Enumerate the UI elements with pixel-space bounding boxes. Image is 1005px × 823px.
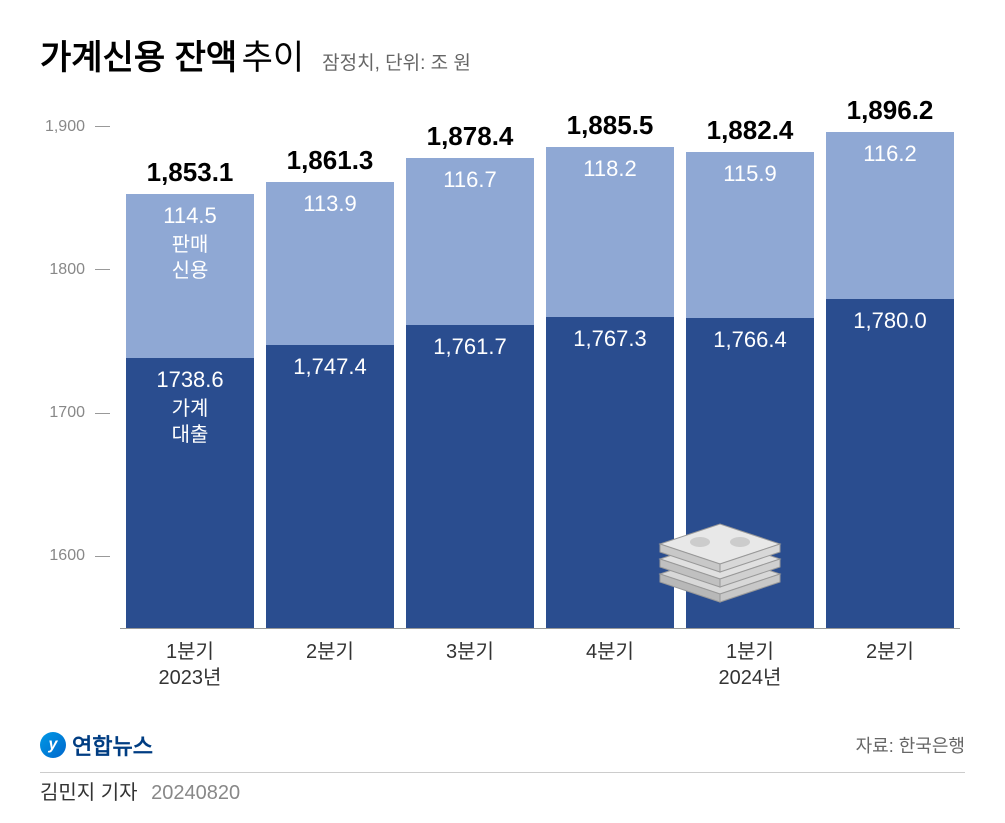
x-axis-label: 3분기 bbox=[406, 639, 534, 691]
y-tick-mark bbox=[95, 556, 110, 557]
segment-label: 판매 신용 bbox=[172, 232, 209, 284]
money-stack-icon bbox=[650, 504, 790, 604]
bar-segment-top: 116.2 bbox=[826, 132, 954, 298]
bar-segment-bottom: 1,780.0 bbox=[826, 299, 954, 628]
y-tick: 1700 bbox=[40, 404, 100, 422]
publish-date: 20240820 bbox=[151, 782, 240, 804]
y-tick-mark bbox=[95, 126, 110, 127]
bar-group: 1,861.3 113.9 1,747.4 bbox=[266, 145, 394, 628]
bar-stack: 116.7 1,761.7 bbox=[406, 158, 534, 628]
y-tick-label: 1700 bbox=[40, 404, 85, 422]
data-source: 자료: 한국은행 bbox=[856, 732, 965, 758]
x-axis-label: 2분기 bbox=[266, 639, 394, 691]
segment-value: 116.7 bbox=[443, 166, 496, 195]
bar-group: 1,853.1114.5판매 신용1738.6가계 대출 bbox=[126, 157, 254, 628]
segment-value: 1738.6 bbox=[156, 366, 223, 395]
chart-subtitle: 잠정치, 단위: 조 원 bbox=[322, 48, 471, 75]
bar-segment-top: 116.7 bbox=[406, 158, 534, 325]
bar-segment-bottom: 1,747.4 bbox=[266, 345, 394, 628]
segment-value: 1,766.4 bbox=[713, 326, 786, 355]
bar-stack: 114.5판매 신용1738.6가계 대출 bbox=[126, 194, 254, 628]
y-tick-mark bbox=[95, 269, 110, 270]
y-tick: 1800 bbox=[40, 261, 100, 279]
segment-label: 가계 대출 bbox=[172, 396, 209, 448]
bar-segment-top: 113.9 bbox=[266, 182, 394, 345]
bar-total-label: 1,882.4 bbox=[707, 115, 794, 146]
bar-group: 1,896.2 116.2 1,780.0 bbox=[826, 95, 954, 628]
y-tick-label: 1600 bbox=[40, 547, 85, 565]
x-axis-label: 1분기2023년 bbox=[126, 639, 254, 691]
logo-icon: y bbox=[40, 732, 66, 758]
bar-stack: 116.2 1,780.0 bbox=[826, 132, 954, 628]
segment-value: 1,780.0 bbox=[853, 307, 926, 336]
x-axis-label: 1분기2024년 bbox=[686, 639, 814, 691]
y-tick-mark bbox=[95, 413, 110, 414]
segment-value: 1,747.4 bbox=[293, 353, 366, 382]
y-tick: 1,900 bbox=[40, 118, 100, 136]
segment-value: 114.5 bbox=[163, 202, 216, 231]
footer-top: y 연합뉴스 자료: 한국은행 bbox=[40, 729, 965, 761]
bar-segment-top: 114.5판매 신용 bbox=[126, 194, 254, 358]
bar-total-label: 1,878.4 bbox=[427, 121, 514, 152]
bar-stack: 113.9 1,747.4 bbox=[266, 182, 394, 628]
x-axis-label: 4분기 bbox=[546, 639, 674, 691]
footer-divider bbox=[40, 772, 965, 773]
bar-segment-bottom: 1,761.7 bbox=[406, 325, 534, 628]
bars-container: 1,853.1114.5판매 신용1738.6가계 대출1,861.3113.9… bbox=[120, 99, 960, 629]
segment-value: 118.2 bbox=[583, 155, 636, 184]
y-axis: 1,900 1800 1700 1600 bbox=[40, 99, 100, 679]
segment-value: 113.9 bbox=[303, 190, 356, 219]
title-bold: 가계신용 잔액 bbox=[40, 39, 237, 77]
reporter-name: 김민지 기자 bbox=[40, 782, 138, 804]
x-axis-label: 2분기 bbox=[826, 639, 954, 691]
bar-segment-top: 115.9 bbox=[686, 152, 814, 318]
logo-text: 연합뉴스 bbox=[72, 729, 153, 761]
segment-value: 1,767.3 bbox=[573, 325, 646, 354]
segment-value: 1,761.7 bbox=[433, 333, 506, 362]
bar-total-label: 1,896.2 bbox=[847, 95, 934, 126]
bar-total-label: 1,885.5 bbox=[567, 110, 654, 141]
bar-segment-top: 118.2 bbox=[546, 147, 674, 316]
x-axis-labels: 1분기2023년2분기3분기4분기1분기2024년2분기 bbox=[120, 639, 960, 691]
publisher-logo: y 연합뉴스 bbox=[40, 729, 153, 761]
footer-bottom: 김민지 기자 20240820 bbox=[40, 776, 240, 805]
bar-segment-bottom: 1738.6가계 대출 bbox=[126, 358, 254, 628]
bar-total-label: 1,853.1 bbox=[147, 157, 234, 188]
y-tick: 1600 bbox=[40, 547, 100, 565]
y-tick-label: 1800 bbox=[40, 261, 85, 279]
bar-total-label: 1,861.3 bbox=[287, 145, 374, 176]
title-light: 추이 bbox=[242, 39, 305, 77]
segment-value: 116.2 bbox=[863, 140, 916, 169]
chart-header: 가계신용 잔액 추이 잠정치, 단위: 조 원 bbox=[40, 30, 965, 79]
chart-title: 가계신용 잔액 추이 bbox=[40, 30, 304, 79]
chart-area: 1,900180017001600 1,853.1114.5판매 신용1738.… bbox=[40, 99, 960, 679]
segment-value: 115.9 bbox=[723, 160, 776, 189]
y-tick-label: 1,900 bbox=[40, 118, 85, 136]
bar-group: 1,878.4 116.7 1,761.7 bbox=[406, 121, 534, 628]
